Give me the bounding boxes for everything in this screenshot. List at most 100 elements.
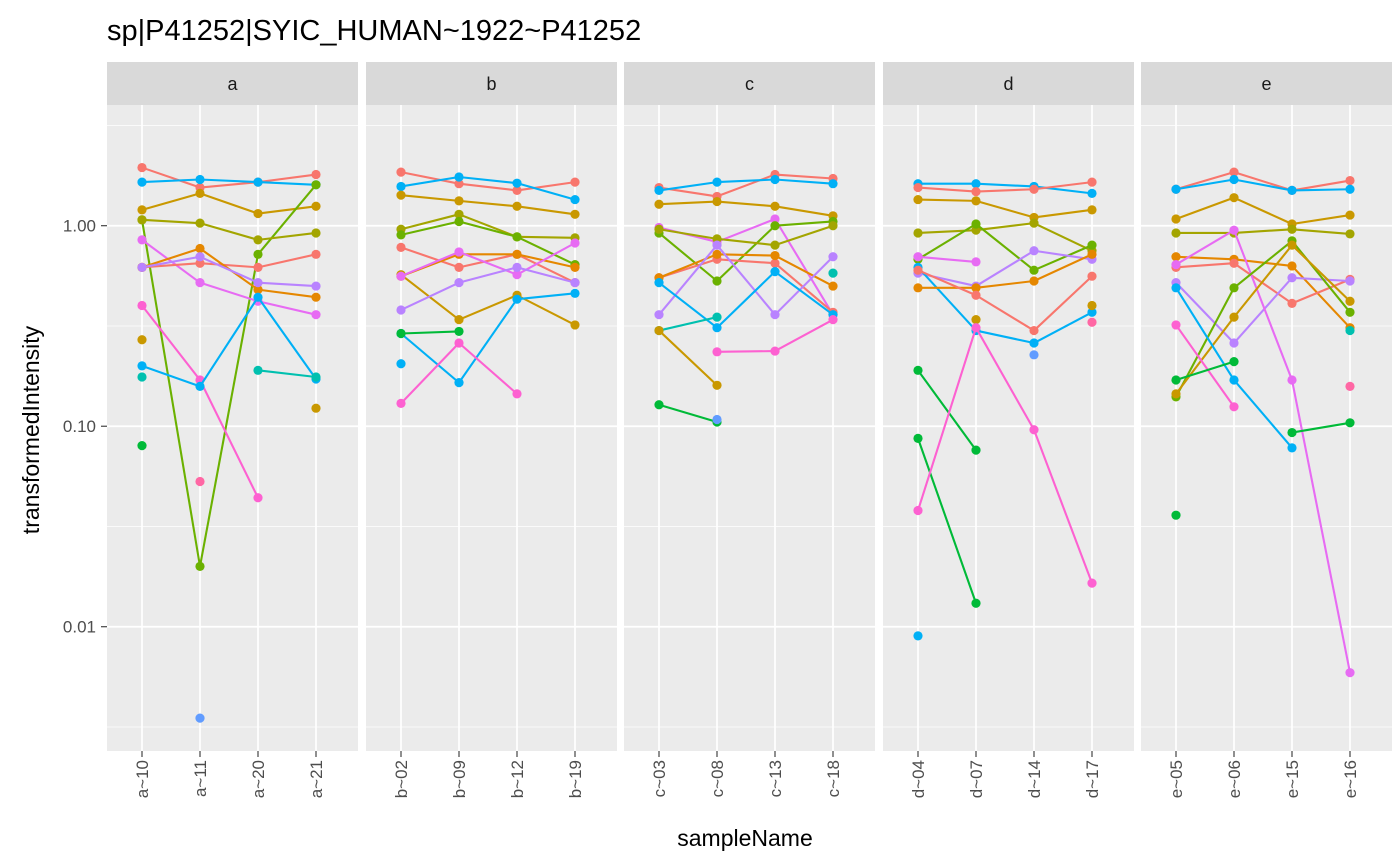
data-point (1287, 427, 1297, 438)
series-line-segment (400, 213, 460, 231)
data-point (1171, 259, 1181, 270)
data-point (770, 214, 780, 224)
series-line-segment (1233, 240, 1293, 289)
series-line-segment (1291, 240, 1351, 313)
series-line-segment (257, 181, 317, 186)
x-tick-label: c~13 (766, 760, 785, 797)
series-line-segment (1291, 214, 1351, 226)
data-point (454, 262, 464, 272)
data-point (1029, 184, 1039, 194)
data-point (1087, 240, 1097, 250)
data-point (396, 181, 406, 192)
series-line-segment (1291, 228, 1351, 235)
series-line-segment (400, 330, 460, 335)
data-point (137, 215, 147, 225)
facet-strip-label: e (1261, 74, 1271, 94)
series-line-segment (1175, 255, 1235, 261)
data-point (1029, 218, 1039, 228)
facet-strip (366, 62, 617, 105)
series-line-segment (257, 184, 317, 255)
facet-strip (624, 62, 875, 105)
data-point (195, 713, 205, 723)
series-line-segment (1033, 244, 1093, 272)
series-line-segment (975, 182, 1035, 188)
data-point (971, 186, 981, 197)
panel-background (1141, 105, 1392, 751)
data-point (770, 174, 780, 185)
data-point (971, 179, 981, 189)
data-point (253, 292, 263, 302)
series-line-segment (257, 288, 317, 299)
series-line-segment (1033, 253, 1093, 282)
series-line-segment (774, 178, 834, 185)
data-point (1029, 265, 1039, 275)
data-point (913, 631, 923, 641)
x-tick-label: d~04 (909, 760, 928, 798)
data-point (137, 372, 147, 382)
x-tick-label: e~15 (1283, 760, 1302, 798)
data-point (396, 230, 406, 240)
series-line-segment (1033, 429, 1093, 584)
data-point (396, 359, 406, 369)
series-line-segment (716, 350, 776, 353)
series-line-segment (917, 369, 977, 451)
data-point (454, 216, 464, 227)
series-line-segment (1290, 379, 1352, 673)
data-point (570, 177, 580, 187)
data-point (654, 400, 664, 410)
series-line-segment (257, 205, 317, 215)
facet-panel-d: d d~04 d~07 d~14 d~17 (883, 62, 1134, 798)
x-tick-label: b~09 (450, 760, 469, 798)
data-point (454, 209, 464, 219)
data-point (712, 240, 722, 250)
data-point (654, 310, 664, 320)
data-point (454, 247, 464, 257)
data-point (570, 288, 580, 298)
series-line-segment (774, 173, 834, 180)
series-line-segment (400, 171, 460, 185)
data-point (1087, 177, 1097, 187)
series-line-segment (458, 213, 518, 238)
data-point (1029, 246, 1039, 256)
series-line-segment (1233, 379, 1293, 449)
series-line-segment (199, 262, 259, 269)
data-point (311, 310, 321, 320)
data-point (311, 201, 321, 211)
series-line-segment (917, 223, 977, 261)
series-line-segment (1175, 287, 1235, 398)
series-line-segment (199, 379, 259, 499)
data-point (913, 228, 923, 238)
data-point (1087, 205, 1097, 215)
data-point (913, 252, 923, 262)
data-point (253, 365, 263, 375)
data-point (770, 250, 780, 261)
series-line-segment (716, 258, 776, 265)
series-line-segment (1233, 258, 1293, 267)
series-line-segment (400, 194, 460, 202)
series-line-segment (199, 178, 259, 184)
data-point (1171, 375, 1181, 385)
data-point (570, 262, 580, 272)
data-point (828, 315, 838, 325)
facet-strip-label: c (745, 74, 754, 94)
series-line-segment (257, 296, 317, 380)
data-point (828, 221, 838, 231)
data-point (137, 335, 147, 345)
series-line-segment (716, 244, 776, 316)
x-tick-label: b~12 (508, 760, 527, 798)
data-point (311, 403, 321, 413)
data-point (137, 361, 147, 371)
data-point (1287, 273, 1297, 283)
data-point (712, 312, 722, 322)
data-point (770, 258, 780, 268)
data-point (1287, 261, 1297, 271)
panel-background (366, 105, 617, 751)
x-tick-label: d~07 (967, 760, 986, 798)
data-point (454, 196, 464, 206)
data-point (311, 228, 321, 238)
data-point (512, 185, 522, 196)
data-point (454, 278, 464, 288)
series-line-segment (716, 218, 776, 243)
series-line-segment (1291, 421, 1351, 434)
